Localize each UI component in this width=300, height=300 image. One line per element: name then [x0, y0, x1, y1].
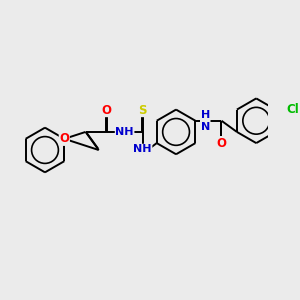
Text: NH: NH: [116, 127, 134, 137]
Text: Cl: Cl: [287, 103, 299, 116]
Text: O: O: [102, 103, 112, 117]
Text: S: S: [138, 103, 147, 117]
Text: O: O: [217, 136, 226, 150]
Text: O: O: [59, 132, 69, 145]
Text: H
N: H N: [201, 110, 210, 132]
Text: NH: NH: [133, 144, 152, 154]
